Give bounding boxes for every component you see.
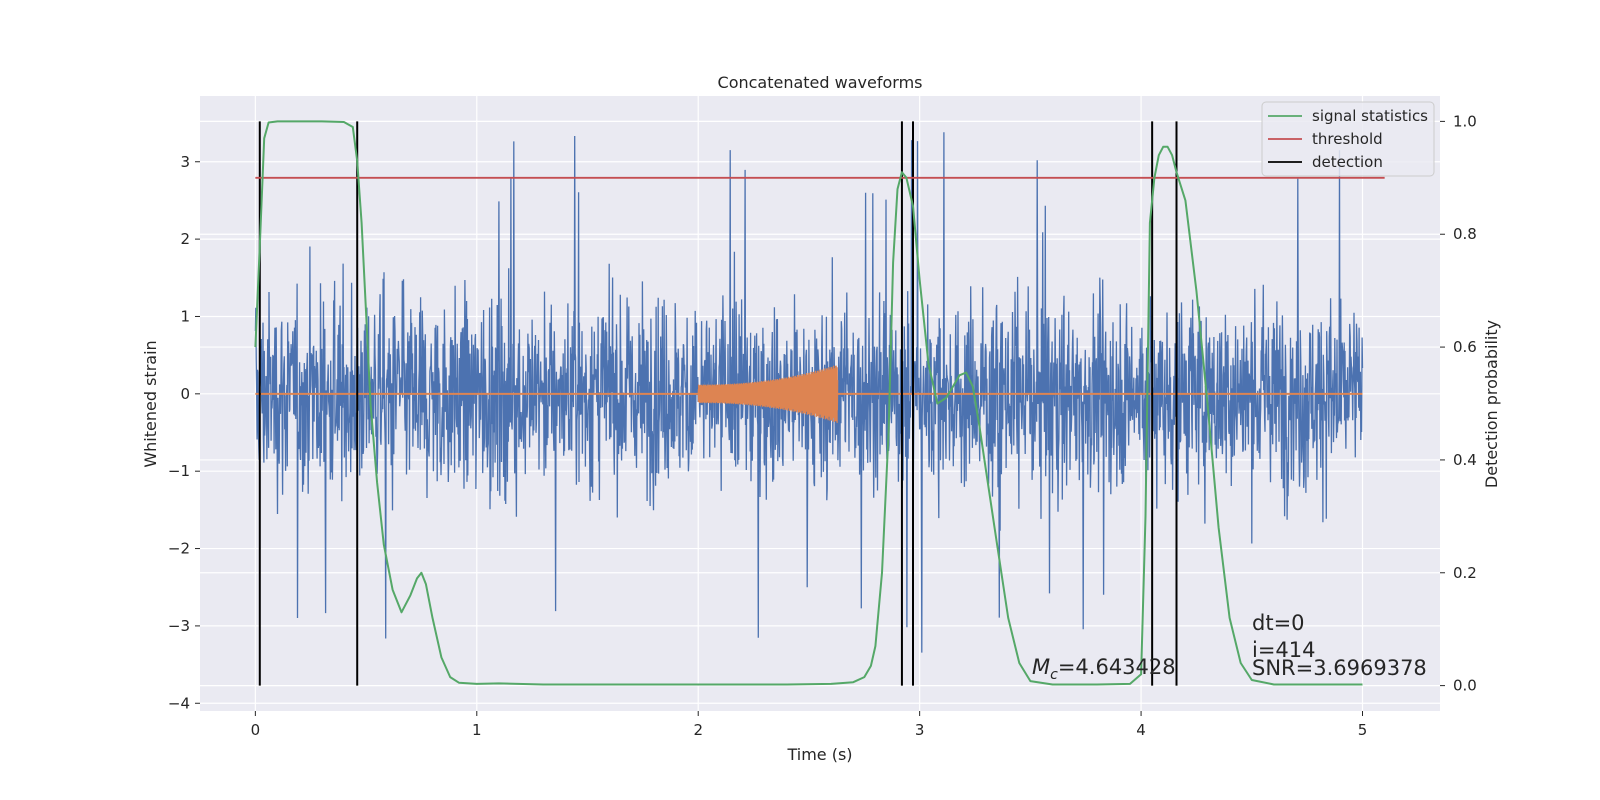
y2-tick-label: 1.0 bbox=[1453, 112, 1477, 130]
signal-statistics-line bbox=[254, 120, 1363, 686]
y-tick-label: 0 bbox=[180, 385, 190, 403]
x-axis-label: Time (s) bbox=[786, 745, 852, 764]
y-axis-ticks: −4 −3 −2 −1 0 1 2 3 bbox=[168, 153, 200, 712]
y2-tick-label: 0.6 bbox=[1453, 338, 1477, 356]
y2-tick-label: 0.4 bbox=[1453, 451, 1477, 469]
legend-box bbox=[1261, 101, 1435, 177]
y-tick-label: −1 bbox=[168, 462, 190, 480]
chirp-mass-value: =4.643428 bbox=[1058, 655, 1176, 679]
legend-label-threshold: threshold bbox=[1312, 130, 1383, 148]
chart-title: Concatenated waveforms bbox=[718, 73, 923, 92]
y-tick-label: 1 bbox=[180, 307, 190, 325]
y-axis-label: Whitened strain bbox=[141, 340, 160, 467]
y-tick-label: −3 bbox=[168, 617, 190, 635]
y-tick-label: −2 bbox=[168, 540, 190, 558]
index-annotation: i=414 bbox=[1252, 638, 1316, 662]
template-chirp bbox=[697, 365, 839, 423]
chirp-mass-annotation: Mc=4.643428 bbox=[1032, 655, 1176, 683]
snr-annotation: SNR=3.6969378 bbox=[1252, 656, 1427, 680]
legend-label-signal-statistics: signal statistics bbox=[1312, 107, 1428, 125]
x-axis-ticks: 0 1 2 3 4 5 bbox=[251, 711, 1368, 739]
y2-tick-label: 0.0 bbox=[1453, 677, 1477, 695]
chirp-mass-subscript: c bbox=[1050, 667, 1058, 683]
dt-annotation: dt=0 bbox=[1252, 611, 1305, 635]
y2-axis-label: Detection probability bbox=[1482, 320, 1501, 488]
legend-label-detection: detection bbox=[1312, 153, 1383, 171]
detection-lines bbox=[258, 121, 1178, 686]
legend: signal statistics threshold detection bbox=[1261, 101, 1435, 177]
chirp-mass-symbol: M bbox=[1032, 655, 1050, 679]
signal-statistics-series bbox=[254, 120, 1363, 686]
x-tick-label: 0 bbox=[251, 721, 261, 739]
x-tick-label: 4 bbox=[1136, 721, 1146, 739]
strain-line bbox=[254, 132, 1364, 653]
strain-trace bbox=[254, 132, 1364, 653]
y-tick-label: −4 bbox=[168, 694, 190, 712]
template-waveform bbox=[255, 365, 1363, 423]
y2-tick-label: 0.8 bbox=[1453, 225, 1477, 243]
x-tick-label: 2 bbox=[693, 721, 703, 739]
y-tick-label: 2 bbox=[180, 230, 190, 248]
x-tick-label: 3 bbox=[915, 721, 925, 739]
y-tick-label: 3 bbox=[180, 153, 190, 171]
x-tick-label: 5 bbox=[1358, 721, 1368, 739]
x-tick-label: 1 bbox=[472, 721, 482, 739]
y2-axis-ticks: 0.0 0.2 0.4 0.6 0.8 1.0 bbox=[1440, 112, 1477, 695]
y2-tick-label: 0.2 bbox=[1453, 564, 1477, 582]
